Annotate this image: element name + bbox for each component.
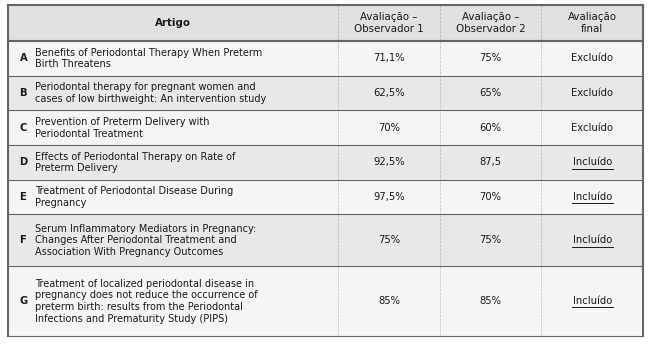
Bar bbox=[8, 214, 643, 267]
Text: Treatment of Periodontal Disease During
Pregnancy: Treatment of Periodontal Disease During … bbox=[35, 186, 233, 208]
Text: Treatment of localized periodontal disease in
pregnancy does not reduce the occu: Treatment of localized periodontal disea… bbox=[35, 279, 258, 323]
Text: Incluído: Incluído bbox=[573, 296, 612, 306]
Text: F: F bbox=[20, 235, 26, 245]
Text: 60%: 60% bbox=[480, 123, 502, 133]
Bar bbox=[8, 267, 643, 336]
Text: Periodontal therapy for pregnant women and
cases of low birthweight: An interven: Periodontal therapy for pregnant women a… bbox=[35, 82, 266, 104]
Text: E: E bbox=[20, 192, 26, 202]
Text: Excluído: Excluído bbox=[572, 88, 613, 98]
Text: 75%: 75% bbox=[480, 53, 502, 63]
Text: B: B bbox=[20, 88, 27, 98]
Text: Incluído: Incluído bbox=[573, 235, 612, 245]
Text: Avaliação –
Observador 1: Avaliação – Observador 1 bbox=[354, 12, 424, 34]
Bar bbox=[8, 76, 643, 110]
Text: Excluído: Excluído bbox=[572, 123, 613, 133]
Text: 70%: 70% bbox=[378, 123, 400, 133]
Text: Prevention of Preterm Delivery with
Periodontal Treatment: Prevention of Preterm Delivery with Peri… bbox=[35, 117, 210, 139]
Text: Incluído: Incluído bbox=[573, 192, 612, 202]
Text: 87,5: 87,5 bbox=[480, 158, 502, 168]
Bar bbox=[8, 180, 643, 214]
Text: 97,5%: 97,5% bbox=[373, 192, 405, 202]
Text: D: D bbox=[20, 158, 28, 168]
Text: G: G bbox=[20, 296, 28, 306]
Text: Avaliação –
Observador 2: Avaliação – Observador 2 bbox=[456, 12, 525, 34]
Text: 85%: 85% bbox=[480, 296, 502, 306]
Text: Avaliação
final: Avaliação final bbox=[568, 12, 616, 34]
Text: Incluído: Incluído bbox=[573, 158, 612, 168]
Text: 65%: 65% bbox=[480, 88, 502, 98]
Bar bbox=[8, 145, 643, 180]
Text: 92,5%: 92,5% bbox=[373, 158, 405, 168]
Text: 71,1%: 71,1% bbox=[373, 53, 405, 63]
Text: Artigo: Artigo bbox=[155, 18, 191, 28]
Text: 75%: 75% bbox=[378, 235, 400, 245]
Text: C: C bbox=[20, 123, 27, 133]
Text: 62,5%: 62,5% bbox=[373, 88, 405, 98]
Text: Effects of Periodontal Therapy on Rate of
Preterm Delivery: Effects of Periodontal Therapy on Rate o… bbox=[35, 152, 236, 173]
Text: 85%: 85% bbox=[378, 296, 400, 306]
Bar bbox=[8, 5, 643, 41]
Text: Serum Inflammatory Mediators in Pregnancy:
Changes After Periodontal Treatment a: Serum Inflammatory Mediators in Pregnanc… bbox=[35, 224, 256, 257]
Text: Excluído: Excluído bbox=[572, 53, 613, 63]
Text: Benefits of Periodontal Therapy When Preterm
Birth Threatens: Benefits of Periodontal Therapy When Pre… bbox=[35, 47, 262, 69]
Bar bbox=[8, 110, 643, 145]
Text: A: A bbox=[20, 53, 27, 63]
Bar bbox=[8, 41, 643, 76]
Text: 70%: 70% bbox=[480, 192, 502, 202]
Text: 75%: 75% bbox=[480, 235, 502, 245]
